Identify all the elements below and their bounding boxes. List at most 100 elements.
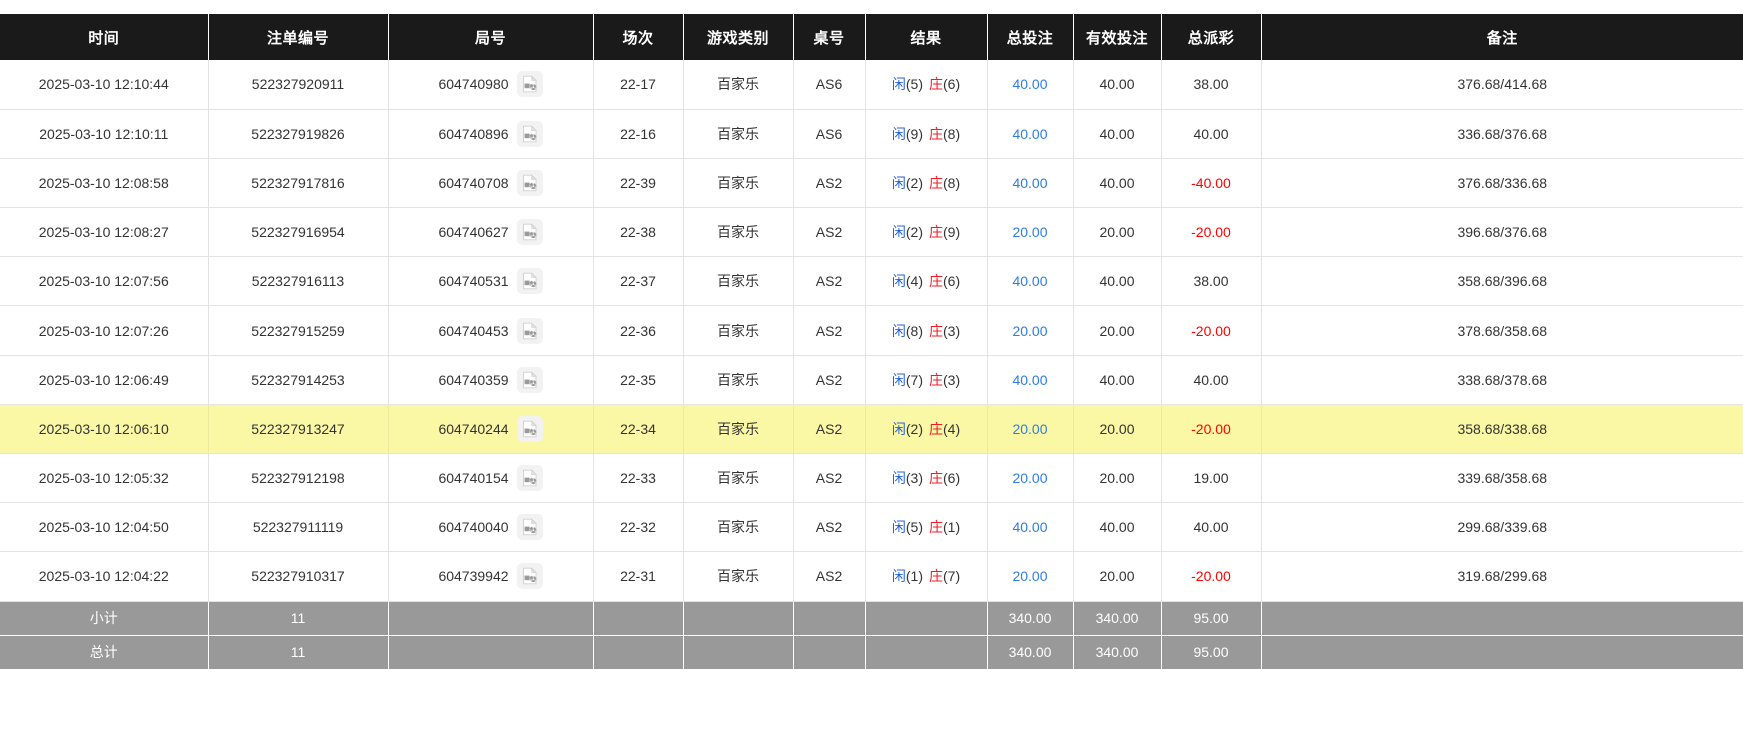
- video-replay-icon[interactable]: [516, 465, 543, 492]
- column-header-time[interactable]: 时间: [0, 14, 209, 60]
- cell-bet-id: 522327916113: [208, 256, 389, 307]
- table-row[interactable]: 2025-03-10 12:10:44 522327920911 604740980…: [0, 60, 1743, 110]
- video-replay-icon[interactable]: [516, 268, 543, 295]
- result-banker-label: 庄: [929, 470, 943, 487]
- total-bet-link[interactable]: 40.00: [1012, 273, 1048, 290]
- total-bet-link[interactable]: 40.00: [1012, 519, 1048, 536]
- cell-table-no: AS2: [793, 305, 866, 356]
- bet-history-table-container: 时间 注单编号 局号 场次 游戏类别 桌号 结果 总投注 有效投注 总派彩 备注 2025-03-1…: [0, 14, 1743, 670]
- result-banker-label: 庄: [929, 420, 943, 437]
- column-header-payout[interactable]: 总派彩: [1161, 14, 1262, 60]
- video-replay-icon[interactable]: [516, 514, 543, 541]
- cell-total-bet[interactable]: 20.00: [987, 453, 1074, 504]
- total-bet-link[interactable]: 40.00: [1012, 174, 1048, 191]
- cell-total-bet[interactable]: 40.00: [987, 256, 1074, 307]
- payout-value: 38.00: [1193, 76, 1229, 93]
- table-header: 时间 注单编号 局号 场次 游戏类别 桌号 结果 总投注 有效投注 总派彩 备注: [0, 14, 1743, 60]
- cell-time: 2025-03-10 12:06:49: [0, 355, 209, 405]
- cell-total-bet[interactable]: 40.00: [987, 109, 1074, 159]
- cell-total-bet[interactable]: 40.00: [987, 158, 1074, 209]
- cell-game-type: 百家乐: [683, 404, 794, 455]
- table-body: 2025-03-10 12:10:44 522327920911 604740980…: [0, 60, 1743, 602]
- table-row[interactable]: 2025-03-10 12:04:50 522327911119 604740040…: [0, 502, 1743, 553]
- summary-cell-game-type: [683, 601, 794, 636]
- result-banker-value: (6): [943, 76, 961, 93]
- table-row[interactable]: 2025-03-10 12:06:10 522327913247 604740244…: [0, 404, 1743, 455]
- column-header-bet_id[interactable]: 注单编号: [208, 14, 389, 60]
- cell-payout: -40.00: [1161, 158, 1262, 209]
- result-player-value: (3): [905, 470, 923, 487]
- cell-table-no: AS6: [793, 109, 866, 159]
- cell-session: 22-35: [593, 355, 684, 405]
- cell-valid-bet: 40.00: [1073, 355, 1162, 405]
- cell-total-bet[interactable]: 20.00: [987, 305, 1074, 356]
- result-banker-value: (3): [943, 371, 961, 388]
- column-header-remark[interactable]: 备注: [1486, 29, 1518, 47]
- cell-game-type: 百家乐: [683, 305, 794, 356]
- total-bet-link[interactable]: 20.00: [1012, 568, 1048, 585]
- cell-table-no: AS2: [793, 453, 866, 504]
- cell-total-bet[interactable]: 20.00: [987, 404, 1074, 455]
- total-bet-link[interactable]: 20.00: [1012, 470, 1048, 487]
- cell-bet-id: 522327916954: [208, 207, 389, 258]
- cell-session: 22-39: [593, 158, 684, 209]
- table-row[interactable]: 2025-03-10 12:04:22 522327910317 604739942…: [0, 551, 1743, 602]
- column-header-table_no[interactable]: 桌号: [793, 14, 866, 60]
- cell-bet-id: 522327915259: [208, 305, 389, 356]
- column-header-result[interactable]: 结果: [865, 14, 988, 60]
- video-replay-icon[interactable]: [516, 120, 543, 147]
- cell-total-bet[interactable]: 40.00: [987, 502, 1074, 553]
- column-header-session[interactable]: 场次: [593, 14, 684, 60]
- cell-total-bet[interactable]: 40.00: [987, 355, 1074, 405]
- total-bet-link[interactable]: 20.00: [1012, 224, 1048, 241]
- video-replay-icon[interactable]: [516, 219, 543, 246]
- video-replay-icon[interactable]: [516, 415, 543, 442]
- payout-value: -20.00: [1191, 568, 1231, 585]
- result-banker-label: 庄: [929, 273, 943, 290]
- video-replay-icon[interactable]: [516, 366, 543, 393]
- round-no-text: 604740627: [438, 224, 509, 241]
- total-bet-link[interactable]: 40.00: [1012, 125, 1048, 142]
- summary-cell-total-bet: 340.00: [987, 601, 1074, 636]
- video-replay-icon[interactable]: [516, 563, 543, 590]
- cell-result: 闲(4) 庄(6): [865, 256, 988, 307]
- round-no-text: 604740244: [438, 420, 509, 437]
- total-bet-link[interactable]: 40.00: [1012, 76, 1048, 93]
- cell-game-type: 百家乐: [683, 158, 794, 209]
- total-bet-link[interactable]: 20.00: [1012, 322, 1048, 339]
- column-header-total_bet[interactable]: 总投注: [987, 14, 1074, 60]
- summary-cell-table-no: [793, 601, 866, 636]
- result-player-label: 闲: [891, 568, 906, 585]
- cell-valid-bet: 20.00: [1073, 404, 1162, 455]
- summary-cell-valid-bet: 340.00: [1073, 601, 1162, 636]
- payout-value: 40.00: [1193, 371, 1229, 388]
- cell-valid-bet: 40.00: [1073, 109, 1162, 159]
- column-header-game_type[interactable]: 游戏类别: [683, 14, 794, 60]
- result-player-value: (9): [905, 125, 923, 142]
- cell-total-bet[interactable]: 20.00: [987, 207, 1074, 258]
- video-replay-icon[interactable]: [516, 71, 543, 98]
- round-no-text: 604740453: [438, 322, 509, 339]
- cell-time: 2025-03-10 12:08:58: [0, 158, 209, 209]
- cell-remark: 378.68/358.68: [1261, 305, 1743, 356]
- cell-total-bet[interactable]: 40.00: [987, 60, 1074, 110]
- table-row[interactable]: 2025-03-10 12:07:26 522327915259 604740453…: [0, 305, 1743, 356]
- table-row[interactable]: 2025-03-10 12:05:32 522327912198 604740154…: [0, 453, 1743, 504]
- result-player-label: 闲: [891, 76, 906, 93]
- table-row[interactable]: 2025-03-10 12:07:56 522327916113 604740531…: [0, 256, 1743, 307]
- total-bet-link[interactable]: 40.00: [1012, 371, 1048, 388]
- video-replay-icon[interactable]: [516, 317, 543, 344]
- video-replay-icon[interactable]: [516, 169, 543, 196]
- cell-total-bet[interactable]: 20.00: [987, 551, 1074, 602]
- result-player-label: 闲: [891, 125, 906, 142]
- summary-cell-round-no: [388, 635, 594, 670]
- total-bet-link[interactable]: 20.00: [1012, 420, 1048, 437]
- column-header-valid_bet[interactable]: 有效投注: [1073, 14, 1162, 60]
- table-row[interactable]: 2025-03-10 12:08:58 522327917816 604740708…: [0, 158, 1743, 209]
- table-row[interactable]: 2025-03-10 12:06:49 522327914253 604740359…: [0, 355, 1743, 405]
- table-row[interactable]: 2025-03-10 12:10:11 522327919826 604740896…: [0, 109, 1743, 159]
- cell-session: 22-31: [593, 551, 684, 602]
- column-header-round_no[interactable]: 局号: [388, 14, 594, 60]
- payout-value: 38.00: [1193, 273, 1229, 290]
- table-row[interactable]: 2025-03-10 12:08:27 522327916954 604740627…: [0, 207, 1743, 258]
